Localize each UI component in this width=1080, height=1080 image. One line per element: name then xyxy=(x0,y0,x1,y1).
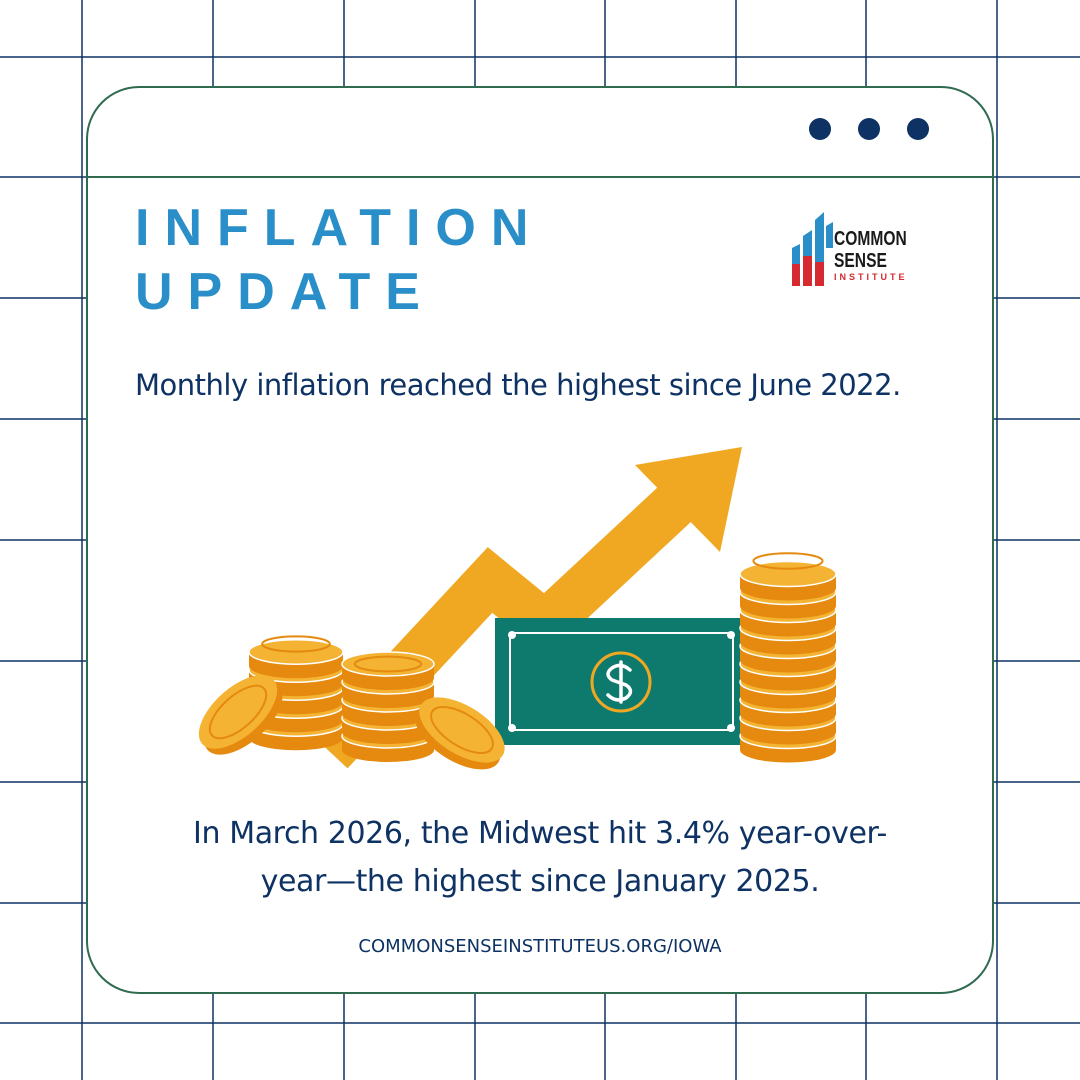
coin-face xyxy=(430,706,494,754)
title-line: UPDATE xyxy=(135,263,435,321)
window-dot xyxy=(907,118,929,140)
logo-icon xyxy=(792,212,833,286)
logo-line: SENSE xyxy=(834,250,887,272)
dollar-sign xyxy=(606,660,633,704)
body-text: In March 2026, the Midwest hit 3.4% year… xyxy=(193,816,887,899)
title: INFLATION UPDATE xyxy=(135,196,543,324)
logo-line: COMMON xyxy=(834,228,907,250)
tilted-coin xyxy=(415,697,505,770)
window-dot xyxy=(809,118,831,140)
card xyxy=(86,86,994,994)
coin-stack xyxy=(739,552,837,763)
illustration xyxy=(198,447,837,770)
banknote xyxy=(495,618,748,745)
coin-face xyxy=(752,552,824,570)
window-dot xyxy=(858,118,880,140)
coin-stack xyxy=(341,651,435,762)
title-line: INFLATION xyxy=(135,199,544,257)
coin xyxy=(198,675,278,749)
banknote-dot xyxy=(727,724,735,732)
coin-face xyxy=(208,684,268,740)
banknote-seal xyxy=(590,651,652,713)
coin xyxy=(419,697,505,763)
banknote-dot xyxy=(727,631,735,639)
logo-text: COMMON SENSE INSTITUTE xyxy=(834,228,927,282)
coin-face xyxy=(261,635,331,653)
headline: Monthly inflation reached the highest si… xyxy=(135,368,901,402)
banknote-border xyxy=(509,632,734,731)
url: COMMONSENSEINSTITUTEUS.ORG/IOWA xyxy=(358,936,722,957)
tilted-coin xyxy=(198,675,283,755)
banknote-dot xyxy=(508,631,516,639)
banknote-dot xyxy=(508,724,516,732)
logo-line: INSTITUTE xyxy=(834,272,908,282)
coin xyxy=(739,560,837,588)
coin-face xyxy=(353,655,423,673)
